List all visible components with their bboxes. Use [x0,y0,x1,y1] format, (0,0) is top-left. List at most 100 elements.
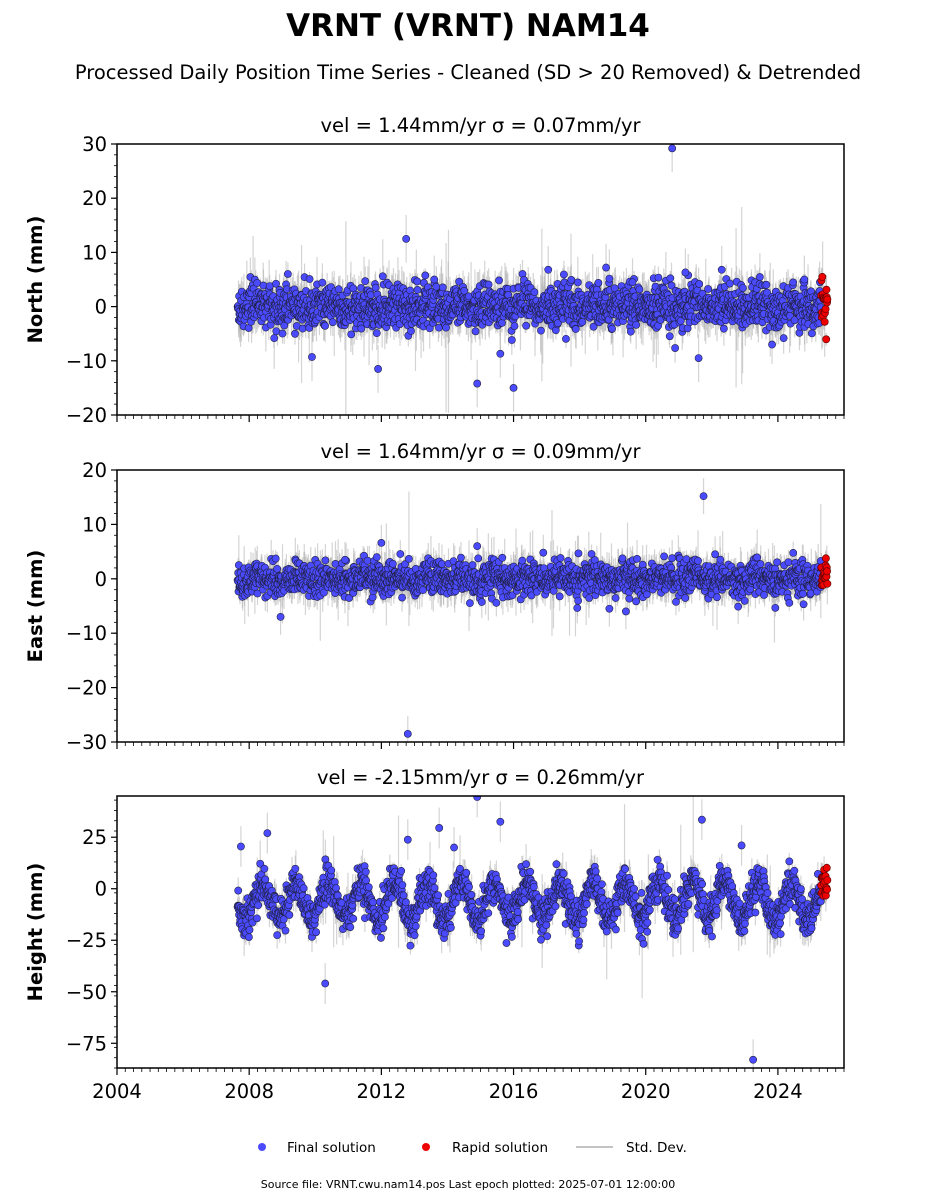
north-rapid-point [822,335,831,344]
north-final-point [671,344,680,352]
north-final-point [554,319,562,327]
north-final-point [667,281,676,290]
north-final-point [413,277,422,286]
north-y-tick-label: 30 [82,133,107,156]
north-final-point [357,324,366,333]
north-final-point [438,283,447,292]
north-final-point [762,280,771,289]
figure-subtitle: Processed Daily Position Time Series - C… [75,61,861,84]
north-final-point [719,324,728,333]
north-final-point [602,263,610,272]
north-final-point [371,283,380,292]
north-final-point [573,278,582,287]
north-y-tick-label: 10 [82,241,107,264]
north-final-point [471,327,480,336]
east-y-axis-label: East (mm) [24,550,47,663]
north-final-point [374,365,382,373]
north-final-point [421,271,430,280]
north-final-point [305,275,314,283]
north-final-point [537,326,545,335]
north-y-tick-label: −10 [66,350,107,373]
north-final-point [717,265,726,274]
north-final-point [495,276,503,285]
north-final-point [626,327,635,336]
north-final-point [496,349,505,358]
north-final-point [768,340,776,349]
north-final-point [430,275,439,284]
north-final-point [347,330,356,339]
north-final-point [668,144,677,153]
north-final-point [808,329,816,338]
north-final-point [739,284,747,293]
north-final-point [608,324,616,333]
north-final-point [704,285,713,293]
north-rapid-point [822,285,831,294]
north-final-point [567,276,576,284]
north-plot-area [233,144,832,415]
north-final-point [366,291,375,299]
north-final-point [318,278,327,287]
north-final-point [800,275,809,284]
north-final-point [763,288,771,297]
north-rapid-point [818,272,827,281]
north-final-point [473,379,482,388]
north-panel: vel = 1.44mm/yr σ = 0.07mm/yr North (mm)−… [24,114,845,427]
north-final-point [413,286,422,294]
north-final-point [334,285,343,294]
north-final-point [270,334,279,342]
north-final-point [755,273,764,281]
north-final-point [676,317,685,325]
north-final-point [507,336,516,344]
north-final-point [432,282,441,291]
north-final-point [372,329,381,338]
north-final-point [321,321,329,330]
north-final-point [308,353,316,361]
north-y-axis-label: North (mm) [24,216,47,344]
north-final-point [509,383,518,392]
north-final-point [460,286,469,295]
north-final-point [665,332,674,341]
north-final-point [632,320,641,329]
north-final-point [594,279,603,287]
east-stddev-bars [237,478,828,742]
east-plot-area [233,478,832,742]
north-final-point [378,272,387,281]
north-final-point [407,327,415,335]
north-final-point [725,279,734,288]
east-panel-title: vel = 1.64mm/yr σ = 0.09mm/yr [320,440,641,463]
north-rapid-point [823,295,832,304]
north-data-points [233,144,832,392]
north-final-point [272,279,280,288]
north-final-point [522,321,531,330]
north-final-point [559,270,568,279]
north-panel-title: vel = 1.44mm/yr σ = 0.07mm/yr [320,114,641,137]
north-final-point [628,278,637,287]
north-final-point [510,322,519,330]
north-final-point [654,273,663,282]
north-final-point [291,329,299,338]
north-stddev-bars [237,144,828,415]
north-final-point [361,277,370,286]
north-final-point [571,325,580,333]
north-final-point [283,270,292,278]
north-final-point [402,234,411,243]
north-y-tick-label: 0 [95,296,107,319]
north-final-point [789,278,798,287]
north-rapid-point [821,305,830,313]
north-final-point [666,274,675,283]
north-final-point [681,268,690,277]
north-final-point [278,329,287,338]
north-final-point [779,334,788,343]
north-final-point [498,318,506,327]
north-final-point [694,354,703,362]
north-final-point [605,274,614,283]
north-final-point [562,334,570,343]
north-final-point [589,322,598,331]
north-final-point [695,280,704,288]
north-final-point [530,288,539,297]
north-final-point [544,265,553,274]
north-rapid-point [820,317,829,326]
north-y-tick-label: 20 [82,187,107,210]
